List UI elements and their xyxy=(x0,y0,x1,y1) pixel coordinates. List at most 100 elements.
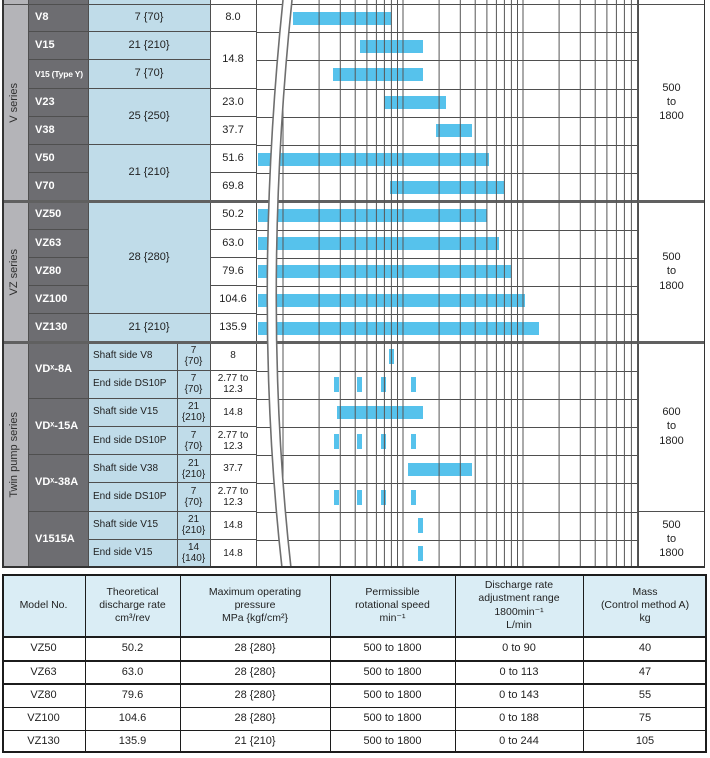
spec-cell: VZ130 xyxy=(27,735,60,748)
pressure-cell: 7 {70} xyxy=(88,4,210,33)
side-cell: End side DS10P xyxy=(88,371,177,399)
pressure-cell: 25 {250} xyxy=(88,89,210,145)
section-divider xyxy=(2,200,705,203)
discharge-rate-cell: 104.6 xyxy=(210,286,256,315)
model-cell: V8 xyxy=(28,4,88,33)
spec-cell: 55 xyxy=(638,688,652,701)
spec-col-rule xyxy=(455,574,456,753)
spec-row-rule xyxy=(2,660,707,662)
spec-cell: 75 xyxy=(638,712,652,725)
model-cell: VZ130 xyxy=(28,314,88,343)
discharge-range-bar xyxy=(407,462,473,476)
discharge-point-tick xyxy=(418,546,424,562)
chart-row-rule xyxy=(256,32,638,34)
discharge-point-tick xyxy=(356,433,362,449)
discharge-rate-cell: 14.8 xyxy=(210,32,256,89)
spec-cell: 28 {280} xyxy=(234,688,276,701)
side-cell: End side DS10P xyxy=(88,483,177,512)
spec-cell: 40 xyxy=(638,642,652,655)
pressure-cell: 21 {210} xyxy=(88,314,210,343)
speed-range-cell: 600 to 1800 xyxy=(638,342,705,512)
spec-cell: 0 to 90 xyxy=(502,642,536,655)
pump-discharge-range-chart: V series V8 7 {70} 8.0 V15 21 {210} 14.8 V15 (T… xyxy=(2,0,705,568)
discharge-point-tick xyxy=(418,518,424,534)
chart-row-rule xyxy=(256,229,638,231)
spec-table-border xyxy=(2,574,4,753)
spec-cell: VZ100 xyxy=(27,712,60,725)
spec-cell: 500 to 1800 xyxy=(363,665,422,678)
discharge-rate-cell: 51.6 xyxy=(210,145,256,174)
vz-series-spec-table: Model No. Theoretical discharge rate cm³/… xyxy=(0,570,710,758)
model-cell: V50 xyxy=(28,145,88,174)
pressure-cell: 14 {140} xyxy=(177,540,210,568)
discharge-range-bar xyxy=(332,68,424,81)
spec-cell: 0 to 143 xyxy=(499,688,539,701)
side-cell: End side V15 xyxy=(88,540,177,568)
model-cell: V70 xyxy=(28,173,88,202)
spec-cell: 28 {280} xyxy=(234,665,276,678)
discharge-point-tick xyxy=(411,433,417,449)
pressure-cell: 21 {210} xyxy=(88,145,210,202)
side-cell: Shaft side V15 xyxy=(88,399,177,427)
speed-range-cell: 500 to 1800 xyxy=(638,512,705,568)
side-cell: Shaft side V38 xyxy=(88,455,177,484)
side-cell: Shaft side V15 xyxy=(88,512,177,540)
column-rule xyxy=(28,0,29,568)
chart-row-rule xyxy=(256,370,638,372)
model-cell: V38 xyxy=(28,117,88,145)
discharge-range-bar xyxy=(257,293,526,307)
discharge-rate-cell: 8 xyxy=(210,342,256,371)
spec-cell: 0 to 188 xyxy=(499,712,539,725)
spec-header-cell: Theoretical discharge rate cm³/rev xyxy=(99,585,166,625)
spec-cell: VZ80 xyxy=(30,688,57,701)
discharge-point-tick xyxy=(381,433,387,449)
spec-cell: VZ63 xyxy=(30,665,57,678)
pressure-cell: 7 {70} xyxy=(177,342,210,371)
spec-row-rule xyxy=(2,729,707,732)
column-rule xyxy=(177,342,178,568)
spec-cell: 28 {280} xyxy=(234,642,276,655)
spec-header-cell: Mass (Control method A) kg xyxy=(600,585,690,625)
spec-cell: 104.6 xyxy=(118,712,147,725)
chart-row-rule xyxy=(256,455,638,457)
spec-header-cell: Maximum operating pressure MPa {kgf/cm²} xyxy=(208,585,302,625)
chart-row-rule xyxy=(256,88,638,90)
chart-row-rule xyxy=(256,314,638,316)
spec-table-border xyxy=(2,574,707,576)
series-label-2: Twin pump series xyxy=(8,412,21,498)
spec-header-cell: Discharge rate adjustment range 1800min⁻… xyxy=(478,579,560,631)
discharge-range-bar xyxy=(390,180,505,194)
discharge-range-bar xyxy=(292,11,392,25)
model-column-bg xyxy=(28,0,88,568)
speed-range-cell: 500 to 1800 xyxy=(638,201,705,343)
pressure-cell: 7 {70} xyxy=(177,483,210,512)
discharge-range-bar xyxy=(257,152,489,166)
discharge-rate-cell: 14.8 xyxy=(210,512,256,540)
series-label-0: V series xyxy=(8,82,21,123)
spec-header-rule xyxy=(2,636,707,638)
discharge-point-tick xyxy=(411,377,417,393)
spec-header-cell: Model No. xyxy=(19,598,68,611)
chart-row-rule xyxy=(256,398,638,400)
spec-header-bg xyxy=(2,574,707,637)
discharge-range-bar xyxy=(383,96,447,110)
model-cell: V15 (Type Y) xyxy=(28,60,88,89)
pressure-cell: 7 {70} xyxy=(88,60,210,89)
discharge-rate-cell: 37.7 xyxy=(210,117,256,145)
chart-row-rule xyxy=(256,286,638,287)
spec-col-rule xyxy=(330,574,331,753)
pressure-cell: 7 {70} xyxy=(177,427,210,456)
spec-cell: 500 to 1800 xyxy=(363,735,422,748)
spec-cell: 0 to 113 xyxy=(499,665,539,678)
series-column-bg xyxy=(2,0,28,568)
pressure-column-bg xyxy=(88,0,210,568)
upper-border-bottom xyxy=(2,566,705,568)
discharge-range-bar xyxy=(436,124,473,138)
discharge-point-tick xyxy=(356,490,362,505)
spec-cell: 135.9 xyxy=(118,735,147,748)
model-cell: VDˣ-15A xyxy=(28,399,88,456)
spec-cell: 21 {210} xyxy=(234,735,276,748)
discharge-range-bar xyxy=(336,406,424,420)
chart-row-rule xyxy=(256,60,638,62)
spec-cell: 47 xyxy=(638,665,652,678)
